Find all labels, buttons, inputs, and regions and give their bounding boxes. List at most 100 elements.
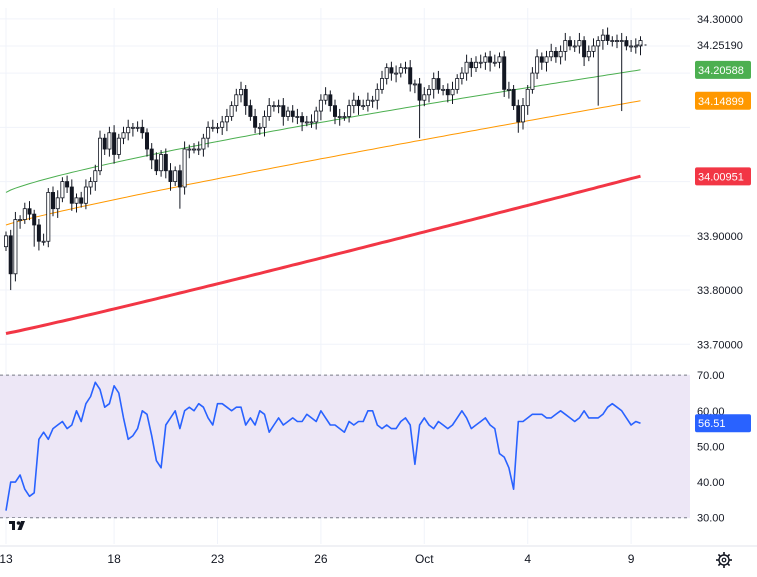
- candle: [8, 229, 13, 291]
- candle: [276, 99, 281, 114]
- candle: [615, 34, 620, 49]
- candle: [163, 148, 168, 179]
- candle: [159, 150, 164, 177]
- candle: [332, 99, 337, 125]
- candle: [196, 141, 201, 155]
- candle: [389, 61, 394, 81]
- ma-short-badge: 34.20588: [695, 60, 751, 79]
- candle: [337, 108, 342, 126]
- candle: [149, 143, 154, 170]
- candle: [342, 112, 347, 121]
- candle: [497, 52, 502, 69]
- candle: [234, 88, 239, 112]
- time-tick-label: 9: [628, 552, 635, 566]
- candle: [248, 99, 253, 121]
- rsi-value-badge: 56.51: [695, 414, 751, 433]
- candle: [436, 70, 441, 94]
- candle: [488, 50, 493, 72]
- tradingview-logo-icon[interactable]: [7, 518, 29, 532]
- candle: [633, 38, 638, 54]
- candle: [558, 45, 563, 65]
- candle: [506, 81, 511, 99]
- candle: [238, 81, 243, 103]
- rsi-band: [0, 375, 690, 518]
- ma-long-path: [5, 174, 641, 335]
- candle: [107, 126, 112, 157]
- svg-text:34.00951: 34.00951: [698, 171, 744, 183]
- candle: [356, 95, 361, 115]
- candle: [173, 166, 178, 186]
- time-tick-label: Oct: [415, 552, 434, 566]
- candle: [605, 27, 610, 45]
- candle: [27, 201, 32, 221]
- price-tick-label: 33.90000: [697, 231, 743, 243]
- candle: [384, 63, 389, 85]
- svg-text:56.51: 56.51: [698, 418, 726, 430]
- ma-short-path: [5, 69, 641, 193]
- candle: [300, 112, 305, 132]
- candle: [116, 133, 121, 159]
- candle: [624, 36, 629, 51]
- rsi-tick-label: 50.00: [697, 441, 725, 453]
- candle: [492, 54, 497, 67]
- candle: [206, 121, 211, 148]
- candle: [191, 143, 196, 154]
- candle: [455, 74, 460, 94]
- candle: [295, 108, 300, 125]
- candle: [281, 98, 286, 126]
- candle: [130, 122, 135, 137]
- candle: [417, 77, 422, 139]
- candle: [469, 57, 474, 77]
- time-tick-label: 23: [211, 552, 225, 566]
- candle: [32, 209, 37, 247]
- price-axis: 34.30000 33.90000 33.80000 33.70000: [697, 14, 743, 351]
- candle: [398, 63, 403, 78]
- candle: [459, 67, 464, 85]
- candle: [220, 115, 225, 135]
- candle: [502, 50, 507, 97]
- candle: [478, 54, 483, 69]
- gear-icon[interactable]: [716, 552, 732, 568]
- candle: [394, 65, 399, 83]
- candle: [126, 119, 131, 141]
- candle: [441, 85, 446, 96]
- candle: [257, 122, 262, 135]
- rsi-tick-label: 30.00: [697, 513, 725, 525]
- candle: [375, 83, 380, 110]
- candle: [93, 164, 98, 191]
- candle: [525, 85, 530, 115]
- candle: [586, 45, 591, 62]
- rsi-tick-label: 40.00: [697, 477, 725, 489]
- ma-long-badge: 34.00951: [695, 167, 751, 186]
- time-tick-label: 4: [524, 552, 531, 566]
- candle: [535, 49, 540, 80]
- svg-text:34.14899: 34.14899: [698, 96, 744, 108]
- candle: [539, 52, 544, 70]
- candle: [102, 133, 107, 155]
- candle: [271, 101, 276, 112]
- candle: [55, 190, 60, 218]
- candle: [629, 40, 634, 52]
- ma-mid-line: [5, 100, 641, 226]
- candle: [304, 115, 309, 127]
- time-tick-label: 13: [0, 552, 13, 566]
- candle: [135, 121, 140, 132]
- candle: [516, 99, 521, 133]
- candle: [549, 43, 554, 62]
- candle: [323, 87, 328, 105]
- candle: [619, 32, 624, 112]
- candle: [79, 191, 84, 208]
- candle: [638, 36, 643, 56]
- svg-text:34.20588: 34.20588: [698, 65, 744, 77]
- candle: [65, 175, 70, 193]
- candle: [229, 101, 234, 121]
- candle: [591, 38, 596, 58]
- candle: [74, 193, 79, 213]
- time-axis[interactable]: 13 18 23 26 Oct 4 9: [0, 545, 757, 566]
- candle: [553, 47, 558, 63]
- candle: [426, 85, 431, 103]
- ma-mid-badge: 34.14899: [695, 91, 751, 110]
- candle: [253, 108, 258, 134]
- candle: [544, 50, 549, 72]
